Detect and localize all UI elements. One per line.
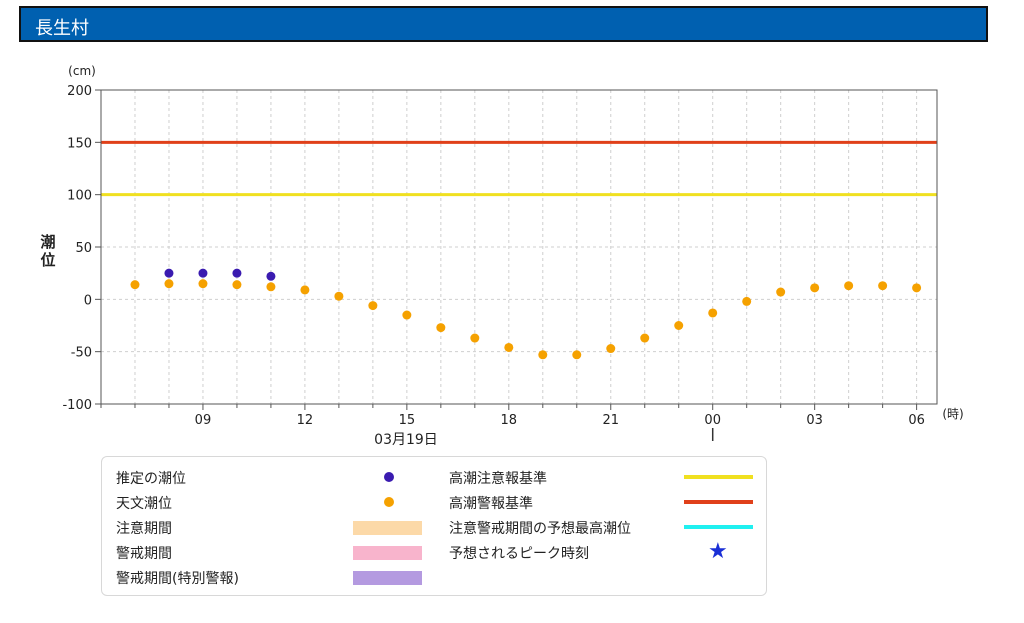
threshold-lines — [101, 140, 937, 197]
x-tick-label: 09 — [195, 413, 212, 428]
x-unit-label: (時) — [942, 407, 963, 421]
y-tick-label: 200 — [67, 84, 92, 99]
data-point — [470, 333, 480, 343]
x-tick-label: 00 — [704, 413, 721, 428]
data-point — [164, 279, 174, 289]
caution-standard-line-icon — [684, 475, 753, 479]
data-points — [130, 268, 922, 360]
y-unit-label: (cm) — [68, 64, 96, 78]
legend-caution-period-label: 注意期間 — [116, 521, 172, 537]
warning-period-swatch — [353, 546, 422, 560]
data-point — [606, 344, 616, 354]
special-warning-period-swatch — [353, 571, 422, 585]
data-point — [572, 350, 582, 360]
data-point — [538, 350, 548, 360]
data-point — [232, 280, 242, 290]
data-point — [198, 279, 208, 289]
legend-astronomical-label: 天文潮位 — [116, 496, 172, 512]
data-point — [878, 281, 888, 291]
legend-warning-period-label: 警戒期間 — [116, 546, 172, 562]
data-point — [232, 268, 242, 278]
peak-forecast-line-icon — [684, 525, 753, 529]
data-point — [266, 271, 276, 281]
data-point — [504, 342, 514, 352]
astronomical-dot-icon — [384, 497, 394, 507]
data-point — [436, 323, 446, 333]
date-label: 03月19日 — [374, 432, 438, 448]
data-point — [368, 301, 378, 311]
x-tick-label: 03 — [806, 413, 823, 428]
caution-period-swatch — [353, 521, 422, 535]
estimated-dot-icon — [384, 472, 394, 482]
y-tick-label: 150 — [67, 136, 92, 151]
legend-peak-forecast-label: 注意警戒期間の予想最高潮位 — [449, 521, 631, 537]
peak-time-star-icon: ★ — [708, 539, 728, 564]
legend-estimated-label: 推定の潮位 — [116, 471, 186, 487]
data-point — [198, 268, 208, 278]
data-point — [674, 321, 684, 330]
title-bar: 長生村 — [19, 6, 988, 42]
grid — [100, 89, 937, 405]
y-tick-label: -50 — [71, 346, 92, 361]
data-point — [844, 281, 854, 291]
data-point — [402, 310, 412, 320]
legend-peak-time-label: 予想されるピーク時刻 — [449, 546, 589, 562]
data-point — [742, 296, 752, 306]
data-point — [912, 283, 922, 293]
y-tick-label: 100 — [67, 189, 92, 204]
x-tick-label: 12 — [297, 413, 314, 428]
data-point — [300, 285, 310, 295]
axes: 200 150 100 50 0 -50 -100 09 12 15 18 21 00 03 06 03月19… — [40, 64, 963, 448]
tide-chart: 200 150 100 50 0 -50 -100 09 12 15 18 21 00 03 06 03月19… — [40, 64, 963, 448]
legend-warning-standard-label: 高潮警報基準 — [449, 496, 533, 512]
x-tick-label: 06 — [908, 413, 925, 428]
data-point — [776, 287, 786, 297]
x-tick-label: 15 — [399, 413, 416, 428]
legend: 推定の潮位 天文潮位 注意期間 警戒期間 警戒期間(特別警報) 高潮注意報基準 … — [101, 456, 767, 596]
x-tick-label: 18 — [501, 413, 518, 428]
y-tick-label: 50 — [75, 241, 92, 256]
data-point — [130, 280, 140, 290]
page-title: 長生村 — [35, 18, 89, 39]
y-tick-label: -100 — [62, 398, 92, 413]
y-tick-label: 0 — [84, 293, 92, 308]
data-point — [164, 268, 174, 278]
data-point — [266, 282, 276, 292]
legend-caution-standard-label: 高潮注意報基準 — [449, 471, 547, 487]
warning-standard-line-icon — [684, 500, 753, 504]
y-axis-title: 潮位 — [40, 233, 55, 269]
data-point — [810, 283, 820, 293]
data-point — [708, 308, 718, 318]
data-point — [640, 333, 650, 343]
legend-special-warning-period-label: 警戒期間(特別警報) — [116, 571, 239, 587]
x-tick-label: 21 — [602, 413, 619, 428]
data-point — [334, 291, 344, 301]
